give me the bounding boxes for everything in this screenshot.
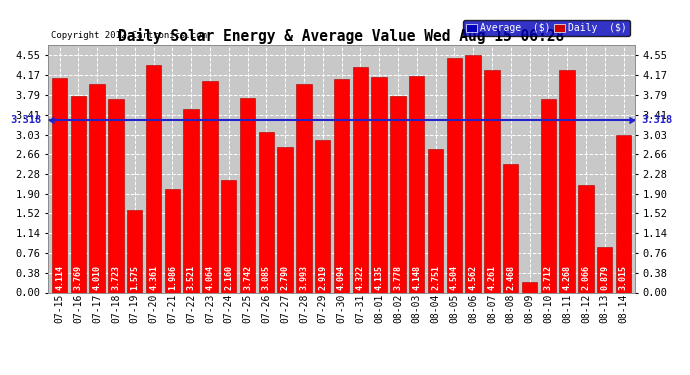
- Bar: [184, 109, 199, 292]
- Text: 4.261: 4.261: [487, 265, 496, 290]
- Bar: [146, 65, 161, 292]
- Bar: [597, 247, 613, 292]
- Text: 3.318: 3.318: [642, 115, 673, 125]
- Bar: [296, 84, 312, 292]
- Bar: [108, 99, 124, 292]
- Bar: [484, 70, 500, 292]
- Text: 2.468: 2.468: [506, 265, 515, 290]
- Text: 2.066: 2.066: [582, 265, 591, 290]
- Bar: [127, 210, 142, 292]
- Text: 4.361: 4.361: [149, 265, 158, 290]
- Text: 4.562: 4.562: [469, 265, 477, 290]
- Bar: [446, 58, 462, 292]
- Bar: [334, 79, 349, 292]
- Text: 4.010: 4.010: [92, 265, 101, 290]
- Bar: [391, 96, 406, 292]
- Bar: [202, 81, 217, 292]
- Text: 4.322: 4.322: [356, 265, 365, 290]
- Text: 3.993: 3.993: [299, 265, 308, 290]
- Bar: [165, 189, 180, 292]
- Text: 3.778: 3.778: [393, 265, 402, 290]
- Title: Daily Solar Energy & Average Value Wed Aug 15 06:28: Daily Solar Energy & Average Value Wed A…: [119, 28, 564, 44]
- Bar: [615, 135, 631, 292]
- Bar: [221, 180, 237, 292]
- Bar: [240, 98, 255, 292]
- Bar: [503, 164, 518, 292]
- Text: 3.769: 3.769: [74, 265, 83, 290]
- Text: 3.723: 3.723: [112, 265, 121, 290]
- Text: 2.919: 2.919: [318, 265, 327, 290]
- Bar: [259, 132, 274, 292]
- Text: 0.879: 0.879: [600, 265, 609, 290]
- Bar: [90, 84, 105, 292]
- Text: 3.742: 3.742: [243, 265, 252, 290]
- Text: 2.160: 2.160: [224, 265, 233, 290]
- Bar: [277, 147, 293, 292]
- Bar: [409, 76, 424, 292]
- Bar: [560, 70, 575, 292]
- Bar: [522, 282, 538, 292]
- Text: 3.712: 3.712: [544, 265, 553, 290]
- Text: 4.268: 4.268: [562, 265, 571, 290]
- Bar: [52, 78, 68, 292]
- Bar: [428, 149, 443, 292]
- Text: 4.135: 4.135: [375, 265, 384, 290]
- Text: 2.751: 2.751: [431, 265, 440, 290]
- Text: 3.521: 3.521: [187, 265, 196, 290]
- Text: 1.986: 1.986: [168, 265, 177, 290]
- Text: 1.575: 1.575: [130, 265, 139, 290]
- Text: 3.015: 3.015: [619, 265, 628, 290]
- Text: 4.114: 4.114: [55, 265, 64, 290]
- Text: 4.064: 4.064: [206, 265, 215, 290]
- Bar: [353, 67, 368, 292]
- Bar: [578, 185, 593, 292]
- Text: 4.504: 4.504: [450, 265, 459, 290]
- Bar: [70, 96, 86, 292]
- Legend: Average  ($), Daily  ($): Average ($), Daily ($): [463, 20, 630, 36]
- Bar: [371, 77, 387, 292]
- Text: Copyright 2012 Cartronics.com: Copyright 2012 Cartronics.com: [51, 31, 207, 40]
- Text: 4.094: 4.094: [337, 265, 346, 290]
- Text: 3.085: 3.085: [262, 265, 271, 290]
- Bar: [541, 99, 556, 292]
- Text: 2.790: 2.790: [281, 265, 290, 290]
- Bar: [315, 140, 331, 292]
- Text: 3.318: 3.318: [10, 115, 41, 125]
- Text: 4.148: 4.148: [412, 265, 421, 290]
- Bar: [466, 55, 481, 292]
